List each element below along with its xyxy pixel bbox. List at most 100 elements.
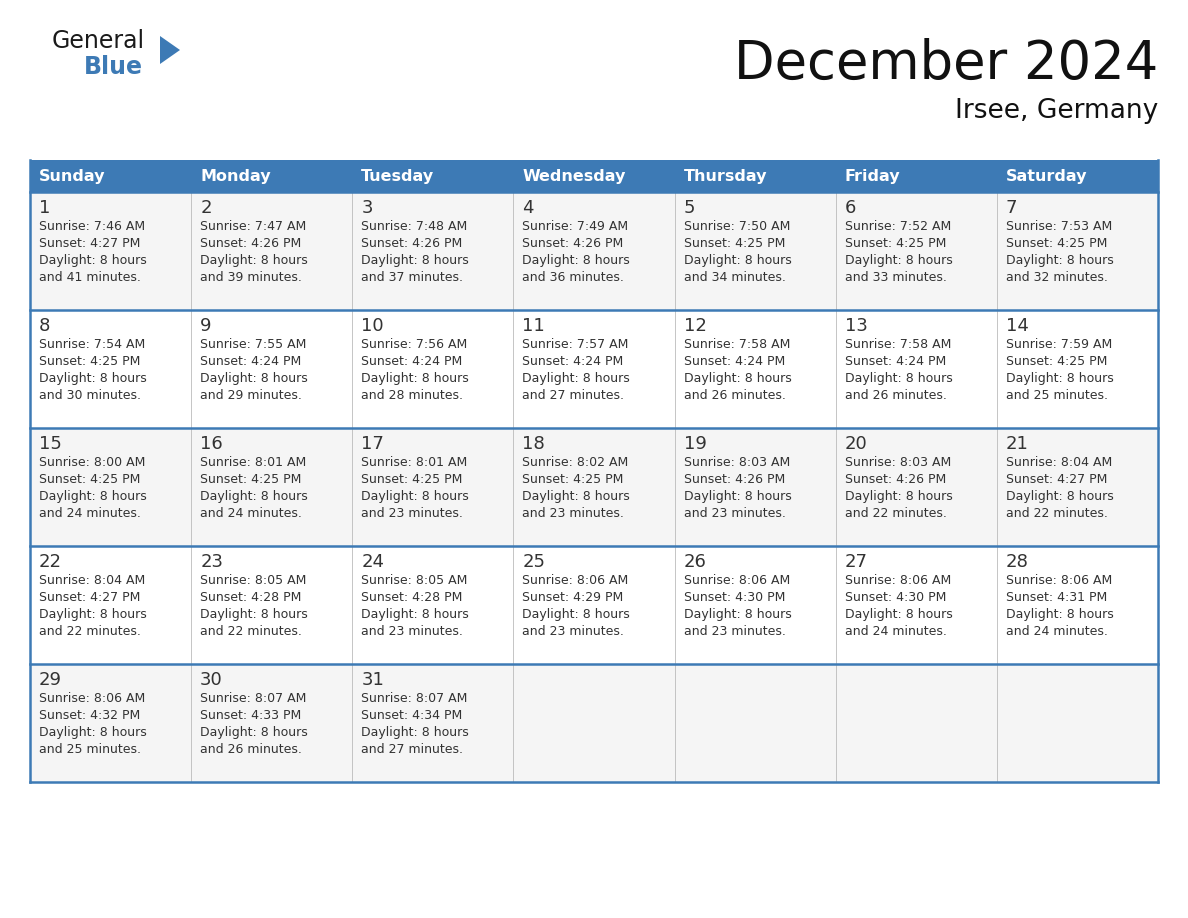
Text: and 32 minutes.: and 32 minutes. [1006,271,1107,284]
Text: Friday: Friday [845,169,901,184]
Text: Sunrise: 8:04 AM: Sunrise: 8:04 AM [1006,456,1112,469]
Text: Daylight: 8 hours: Daylight: 8 hours [683,254,791,267]
Text: 6: 6 [845,199,857,217]
Text: Sunrise: 8:07 AM: Sunrise: 8:07 AM [200,692,307,705]
Text: 17: 17 [361,435,384,453]
Text: Sunset: 4:27 PM: Sunset: 4:27 PM [1006,473,1107,486]
Text: Daylight: 8 hours: Daylight: 8 hours [523,372,630,385]
Text: Sunrise: 8:06 AM: Sunrise: 8:06 AM [39,692,145,705]
Text: Daylight: 8 hours: Daylight: 8 hours [39,608,147,621]
Text: Sunrise: 7:57 AM: Sunrise: 7:57 AM [523,338,628,351]
Text: and 41 minutes.: and 41 minutes. [39,271,141,284]
Text: Sunrise: 8:03 AM: Sunrise: 8:03 AM [845,456,950,469]
Text: and 23 minutes.: and 23 minutes. [523,625,625,638]
Text: Daylight: 8 hours: Daylight: 8 hours [845,372,953,385]
Text: 28: 28 [1006,553,1029,571]
Text: 1: 1 [39,199,50,217]
Text: and 23 minutes.: and 23 minutes. [683,625,785,638]
Text: 22: 22 [39,553,62,571]
Text: Sunset: 4:24 PM: Sunset: 4:24 PM [683,355,785,368]
Text: Sunset: 4:28 PM: Sunset: 4:28 PM [200,591,302,604]
Text: and 22 minutes.: and 22 minutes. [39,625,141,638]
Text: and 39 minutes.: and 39 minutes. [200,271,302,284]
Text: 18: 18 [523,435,545,453]
Text: 13: 13 [845,317,867,335]
Text: and 30 minutes.: and 30 minutes. [39,389,141,402]
Text: Daylight: 8 hours: Daylight: 8 hours [523,490,630,503]
Text: and 26 minutes.: and 26 minutes. [200,743,302,756]
Text: Sunrise: 7:58 AM: Sunrise: 7:58 AM [845,338,952,351]
Text: and 25 minutes.: and 25 minutes. [1006,389,1108,402]
Text: Sunset: 4:25 PM: Sunset: 4:25 PM [361,473,462,486]
Text: Sunrise: 8:01 AM: Sunrise: 8:01 AM [361,456,468,469]
Text: Sunset: 4:26 PM: Sunset: 4:26 PM [683,473,785,486]
Text: Blue: Blue [84,55,143,79]
Text: Daylight: 8 hours: Daylight: 8 hours [200,372,308,385]
Text: and 22 minutes.: and 22 minutes. [1006,507,1107,520]
Text: Sunset: 4:26 PM: Sunset: 4:26 PM [523,237,624,250]
Text: Daylight: 8 hours: Daylight: 8 hours [200,726,308,739]
Text: Daylight: 8 hours: Daylight: 8 hours [361,726,469,739]
Text: 11: 11 [523,317,545,335]
Text: Sunset: 4:25 PM: Sunset: 4:25 PM [39,355,140,368]
Text: Sunrise: 8:05 AM: Sunrise: 8:05 AM [200,574,307,587]
Text: 20: 20 [845,435,867,453]
Text: Sunset: 4:30 PM: Sunset: 4:30 PM [683,591,785,604]
Text: Sunrise: 7:53 AM: Sunrise: 7:53 AM [1006,220,1112,233]
Text: 7: 7 [1006,199,1017,217]
Text: Daylight: 8 hours: Daylight: 8 hours [683,608,791,621]
Text: Sunset: 4:25 PM: Sunset: 4:25 PM [1006,237,1107,250]
Text: 23: 23 [200,553,223,571]
Bar [30,546,1158,664]
Text: Sunrise: 7:46 AM: Sunrise: 7:46 AM [39,220,145,233]
Text: Daylight: 8 hours: Daylight: 8 hours [39,490,147,503]
Text: Tuesday: Tuesday [361,169,435,184]
Text: Sunset: 4:30 PM: Sunset: 4:30 PM [845,591,946,604]
Text: 26: 26 [683,553,707,571]
Text: and 23 minutes.: and 23 minutes. [361,507,463,520]
Text: 3: 3 [361,199,373,217]
Text: and 24 minutes.: and 24 minutes. [845,625,947,638]
Text: Sunset: 4:24 PM: Sunset: 4:24 PM [845,355,946,368]
Text: Sunrise: 8:01 AM: Sunrise: 8:01 AM [200,456,307,469]
Bar [30,160,1158,192]
Text: Sunset: 4:32 PM: Sunset: 4:32 PM [39,709,140,722]
Text: Sunset: 4:24 PM: Sunset: 4:24 PM [200,355,302,368]
Text: 31: 31 [361,671,384,689]
Bar [30,192,1158,310]
Text: General: General [52,29,145,53]
Text: Daylight: 8 hours: Daylight: 8 hours [39,726,147,739]
Text: Sunset: 4:34 PM: Sunset: 4:34 PM [361,709,462,722]
Text: 4: 4 [523,199,533,217]
Text: Daylight: 8 hours: Daylight: 8 hours [361,608,469,621]
Text: 21: 21 [1006,435,1029,453]
Text: 24: 24 [361,553,384,571]
Text: Sunrise: 7:58 AM: Sunrise: 7:58 AM [683,338,790,351]
Text: Sunset: 4:33 PM: Sunset: 4:33 PM [200,709,302,722]
Text: and 34 minutes.: and 34 minutes. [683,271,785,284]
Text: 9: 9 [200,317,211,335]
Text: December 2024: December 2024 [734,38,1158,90]
Text: and 33 minutes.: and 33 minutes. [845,271,947,284]
Text: Thursday: Thursday [683,169,767,184]
Text: Daylight: 8 hours: Daylight: 8 hours [1006,608,1113,621]
Text: Sunset: 4:27 PM: Sunset: 4:27 PM [39,237,140,250]
Bar [30,428,1158,546]
Text: Sunset: 4:25 PM: Sunset: 4:25 PM [39,473,140,486]
Text: and 26 minutes.: and 26 minutes. [845,389,947,402]
Text: Daylight: 8 hours: Daylight: 8 hours [200,490,308,503]
Text: Daylight: 8 hours: Daylight: 8 hours [845,254,953,267]
Text: Sunrise: 7:50 AM: Sunrise: 7:50 AM [683,220,790,233]
Text: Sunrise: 8:05 AM: Sunrise: 8:05 AM [361,574,468,587]
Text: 30: 30 [200,671,223,689]
Text: 16: 16 [200,435,223,453]
Text: Sunset: 4:29 PM: Sunset: 4:29 PM [523,591,624,604]
Text: 8: 8 [39,317,50,335]
Text: Sunrise: 8:06 AM: Sunrise: 8:06 AM [845,574,950,587]
Text: 29: 29 [39,671,62,689]
Text: 5: 5 [683,199,695,217]
Text: Sunset: 4:24 PM: Sunset: 4:24 PM [523,355,624,368]
Text: Daylight: 8 hours: Daylight: 8 hours [683,490,791,503]
Text: Sunrise: 8:06 AM: Sunrise: 8:06 AM [683,574,790,587]
Text: and 37 minutes.: and 37 minutes. [361,271,463,284]
